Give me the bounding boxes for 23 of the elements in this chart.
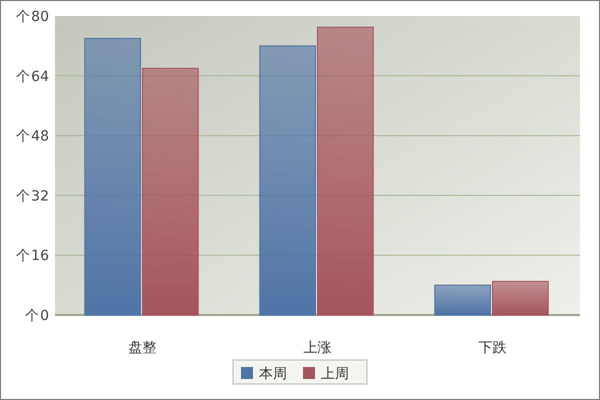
bar <box>259 45 316 316</box>
bar <box>317 26 374 316</box>
bar <box>84 38 141 316</box>
x-tick-label: 盘整 <box>128 340 156 356</box>
y-tick-label: 80 <box>31 9 49 25</box>
bar <box>142 68 199 316</box>
text: 个 <box>16 248 30 264</box>
x-tick-label: 上涨 <box>304 340 332 356</box>
bar <box>434 284 491 316</box>
y-tick-label: 16 <box>31 248 50 264</box>
legend-label: 上周 <box>321 366 349 382</box>
y-tick-label: 64 <box>31 68 50 85</box>
text: 个 <box>16 188 30 204</box>
text: 个 <box>16 128 30 145</box>
bar <box>492 280 549 316</box>
y-tick-label: 48 <box>31 128 49 145</box>
text: 个 <box>16 9 30 25</box>
x-tick-label: 下跌 <box>478 340 506 356</box>
text: 个 <box>16 68 30 85</box>
y-axis-title: 个 <box>25 308 40 324</box>
y-tick-label: 0 <box>40 308 49 324</box>
y-tick-label: 32 <box>31 188 49 204</box>
legend-label: 本周 <box>259 366 287 382</box>
